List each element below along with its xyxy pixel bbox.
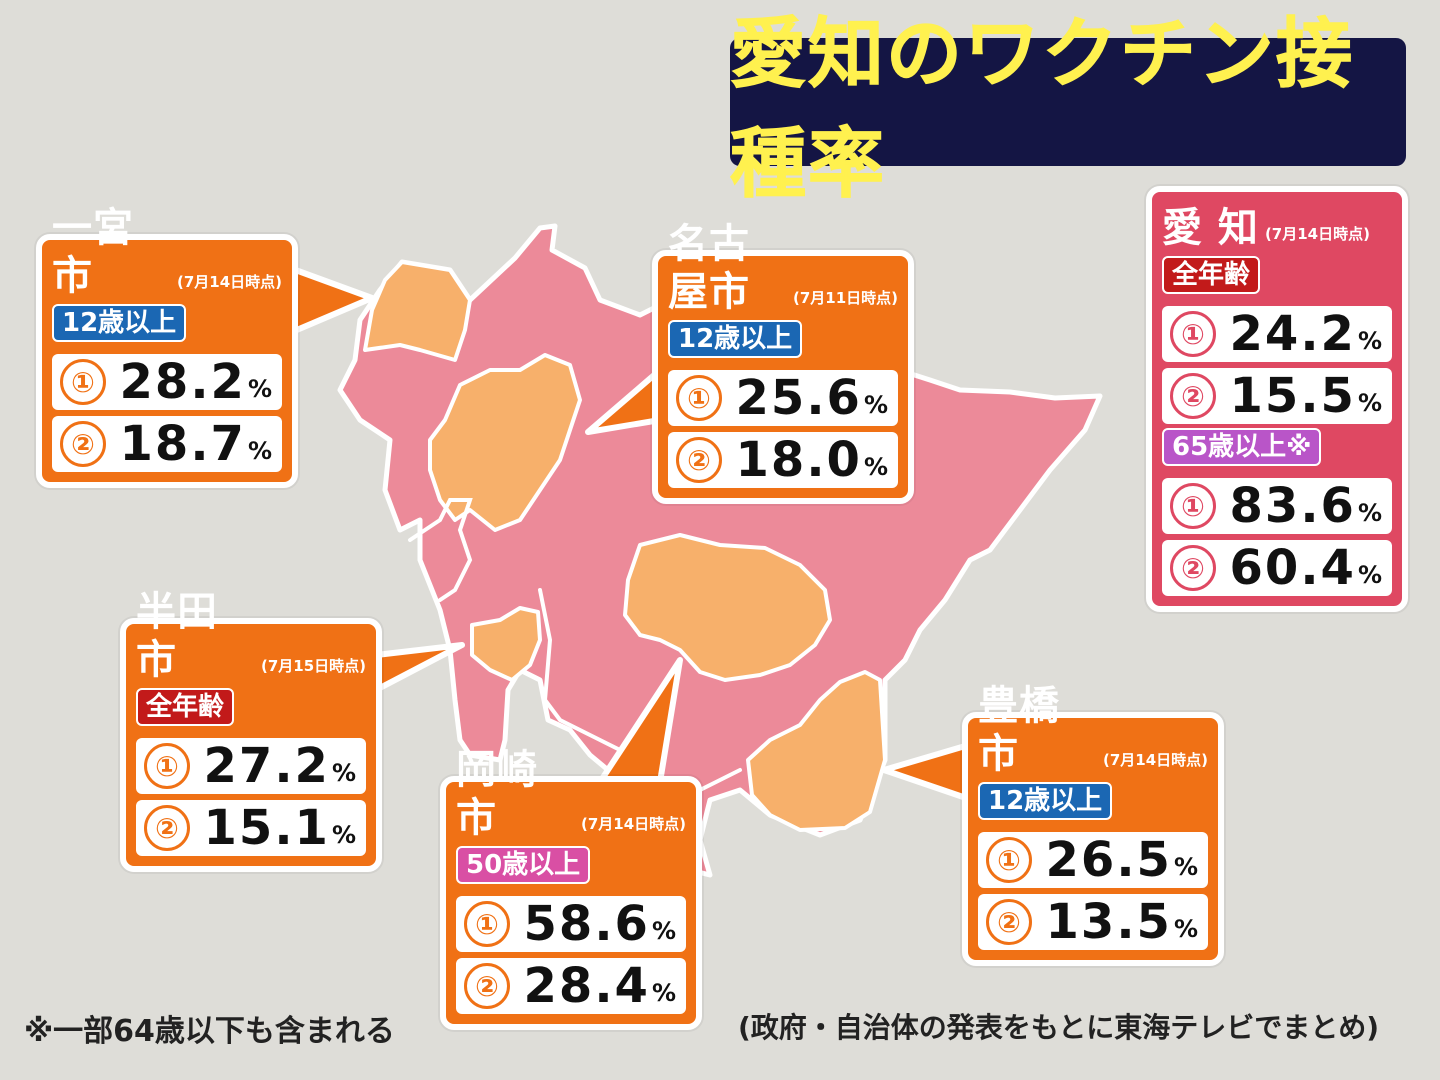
as-of-date: (7月15日時点)	[260, 657, 366, 675]
second-dose-rate: 18.7	[119, 416, 246, 472]
nagoya-area	[428, 353, 582, 532]
ichinomiya-area	[363, 260, 472, 362]
second-dose-rate: 18.0	[735, 432, 862, 488]
percent-unit: %	[651, 979, 676, 1007]
as-of-date: (7月14日時点)	[580, 815, 686, 833]
first-dose-row: ① 83.6 %	[1162, 478, 1392, 534]
second-dose-icon: ②	[1170, 373, 1216, 419]
age-group-badge: 12歳以上	[52, 304, 187, 342]
first-dose-rate: 28.2	[119, 354, 246, 410]
as-of-date: (7月11日時点)	[792, 289, 898, 307]
okazaki-area	[623, 533, 832, 682]
city-name: 豊橋市	[978, 683, 1060, 777]
second-dose-row: ② 15.5 %	[1162, 368, 1392, 424]
second-dose-icon: ②	[1170, 545, 1216, 591]
as-of-date: (7月14日時点)	[1264, 225, 1370, 243]
age-group-badge: 12歳以上	[668, 320, 803, 358]
second-dose-row: ② 13.5 %	[978, 894, 1208, 950]
first-dose-row: ① 58.6 %	[456, 896, 686, 952]
percent-unit: %	[1357, 327, 1382, 355]
second-dose-rate: 15.1	[203, 800, 330, 856]
age-group-badge: 全年齢	[1162, 256, 1261, 294]
footnote-age: ※一部64歳以下も含まれる	[24, 1014, 395, 1049]
toyohashi-card: 豊橋市 (7月14日時点) 12歳以上 ① 26.5 % ② 13.5 %	[962, 683, 1224, 966]
first-dose-rate: 25.6	[735, 370, 862, 426]
second-dose-row: ② 18.0 %	[668, 432, 898, 488]
as-of-date: (7月14日時点)	[176, 273, 282, 291]
page-title: 愛知のワクチン接種率	[730, 9, 1354, 209]
second-dose-icon: ②	[676, 437, 722, 483]
percent-unit: %	[651, 917, 676, 945]
second-dose-icon: ②	[464, 963, 510, 1009]
nagoya-card: 名古屋市 (7月11日時点) 12歳以上 ① 25.6 % ② 18.0 %	[652, 221, 914, 504]
second-dose-row: ② 18.7 %	[52, 416, 282, 472]
title-banner: 愛知のワクチン接種率	[730, 9, 1406, 209]
percent-unit: %	[247, 375, 272, 403]
first-dose-icon: ①	[144, 743, 190, 789]
age-group-badge: 全年齢	[136, 688, 235, 726]
percent-unit: %	[331, 821, 356, 849]
as-of-date: (7月14日時点)	[1102, 751, 1208, 769]
first-dose-row: ① 26.5 %	[978, 832, 1208, 888]
second-dose-rate: 15.5	[1229, 368, 1356, 424]
percent-unit: %	[247, 437, 272, 465]
second-dose-row: ② 28.4 %	[456, 958, 686, 1014]
first-dose-rate: 83.6	[1229, 478, 1356, 534]
age-group-badge: 12歳以上	[978, 782, 1113, 820]
age-group-badge: 65歳以上※	[1162, 428, 1322, 466]
percent-unit: %	[1173, 853, 1198, 881]
first-dose-icon: ①	[1170, 311, 1216, 357]
second-dose-rate: 28.4	[523, 958, 650, 1014]
first-dose-rate: 26.5	[1045, 832, 1172, 888]
second-dose-icon: ②	[60, 421, 106, 467]
first-dose-row: ① 27.2 %	[136, 738, 366, 794]
age-group-badge: 50歳以上	[456, 846, 591, 884]
second-dose-rate: 13.5	[1045, 894, 1172, 950]
okazaki-card: 岡崎市 (7月14日時点) 50歳以上 ① 58.6 % ② 28.4 %	[440, 747, 702, 1030]
first-dose-row: ① 28.2 %	[52, 354, 282, 410]
percent-unit: %	[863, 391, 888, 419]
percent-unit: %	[1357, 561, 1382, 589]
second-dose-row: ② 60.4 %	[1162, 540, 1392, 596]
aichi-prefecture-card: 愛 知 (7月14日時点) 全年齢 ① 24.2 % ② 15.5 % 65歳以…	[1146, 186, 1408, 612]
city-name: 一宮市	[52, 205, 134, 299]
first-dose-row: ① 24.2 %	[1162, 306, 1392, 362]
second-dose-icon: ②	[986, 899, 1032, 945]
first-dose-icon: ①	[676, 375, 722, 421]
percent-unit: %	[331, 759, 356, 787]
city-name: 岡崎市	[456, 747, 538, 841]
prefecture-name: 愛 知	[1162, 205, 1259, 251]
toyohashi-area	[746, 670, 887, 832]
first-dose-rate: 58.6	[523, 896, 650, 952]
coastline	[408, 498, 473, 602]
percent-unit: %	[1357, 389, 1382, 417]
handa-area	[470, 606, 542, 682]
first-dose-icon: ①	[60, 359, 106, 405]
city-name: 名古屋市	[668, 221, 750, 315]
first-dose-rate: 27.2	[203, 738, 330, 794]
first-dose-icon: ①	[986, 837, 1032, 883]
second-dose-icon: ②	[144, 805, 190, 851]
percent-unit: %	[1173, 915, 1198, 943]
city-name: 半田市	[136, 589, 218, 683]
first-dose-rate: 24.2	[1229, 306, 1356, 362]
first-dose-row: ① 25.6 %	[668, 370, 898, 426]
toyohashi-callout-tail	[881, 741, 975, 803]
second-dose-row: ② 15.1 %	[136, 800, 366, 856]
first-dose-icon: ①	[1170, 483, 1216, 529]
percent-unit: %	[1357, 499, 1382, 527]
ichinomiya-card: 一宮市 (7月14日時点) 12歳以上 ① 28.2 % ② 18.7 %	[36, 205, 298, 488]
handa-callout-tail	[373, 642, 465, 693]
first-dose-icon: ①	[464, 901, 510, 947]
second-dose-rate: 60.4	[1229, 540, 1356, 596]
source-note: (政府・自治体の発表をもとに東海テレビでまとめ)	[738, 1011, 1380, 1044]
percent-unit: %	[863, 453, 888, 481]
handa-card: 半田市 (7月15日時点) 全年齢 ① 27.2 % ② 15.1 %	[120, 589, 382, 872]
